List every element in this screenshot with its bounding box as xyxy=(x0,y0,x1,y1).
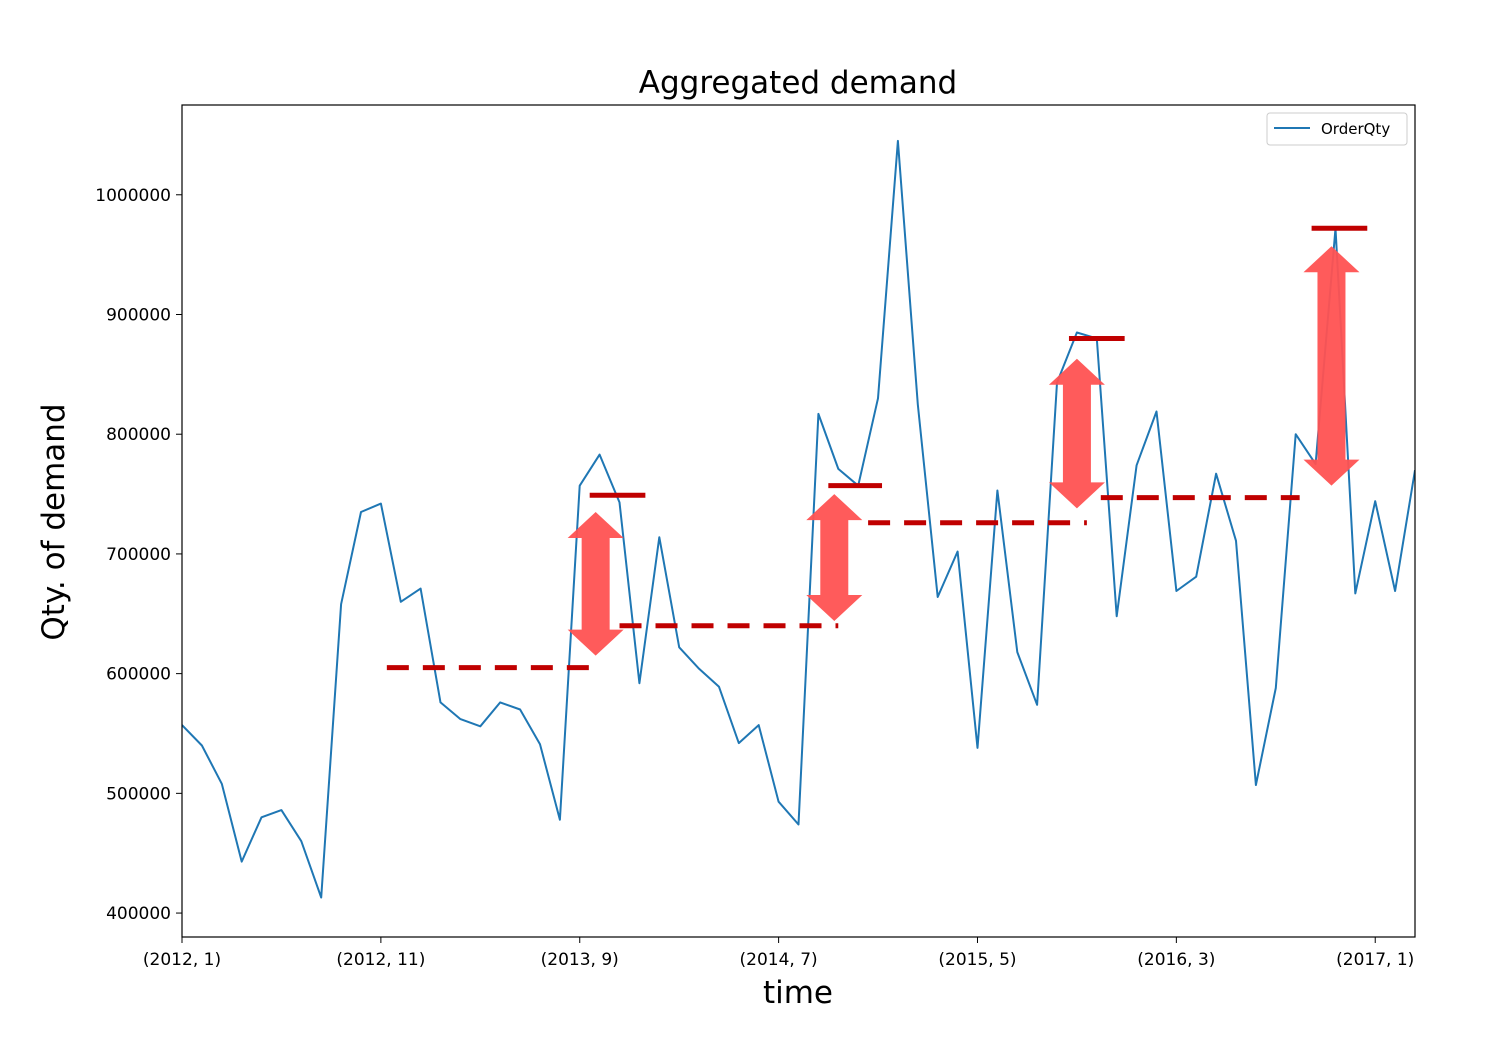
y-tick-label: 700000 xyxy=(106,545,171,565)
data-point xyxy=(1293,432,1298,437)
data-point xyxy=(836,466,841,471)
x-axis: (2012, 1) (2012, 11) (2013, 9) (2014, 7) (20… xyxy=(143,937,1414,970)
data-point xyxy=(955,549,960,554)
data-point xyxy=(1074,330,1079,335)
data-point xyxy=(617,500,622,505)
data-point xyxy=(438,700,443,705)
chart-title: Aggregated demand xyxy=(639,65,957,101)
data-point xyxy=(199,743,204,748)
data-point xyxy=(319,895,324,900)
data-point xyxy=(756,723,761,728)
x-tick-label: (2012, 11) xyxy=(336,950,425,970)
data-point xyxy=(557,817,562,822)
x-tick-label: (2017, 1) xyxy=(1336,950,1414,970)
data-point xyxy=(657,535,662,540)
data-point xyxy=(518,707,523,712)
y-tick-label: 800000 xyxy=(106,425,171,445)
series-line-orderqty xyxy=(182,139,1415,899)
data-point xyxy=(339,602,344,607)
data-point xyxy=(458,717,463,722)
data-point xyxy=(299,839,304,844)
x-axis-label: time xyxy=(763,975,833,1011)
data-point xyxy=(577,483,582,488)
x-tick-label: (2012, 1) xyxy=(143,950,221,970)
data-point xyxy=(915,402,920,407)
data-point xyxy=(378,501,383,506)
double-arrow xyxy=(1048,358,1105,509)
plot-frame xyxy=(181,104,1416,938)
annotation-layer xyxy=(386,225,1368,671)
data-point xyxy=(1194,574,1199,579)
legend-label-orderqty: OrderQty xyxy=(1321,120,1390,138)
data-point xyxy=(796,822,801,827)
data-point xyxy=(1214,471,1219,476)
data-point xyxy=(537,742,542,747)
data-point xyxy=(716,684,721,689)
data-point xyxy=(975,745,980,750)
data-point xyxy=(1253,782,1258,787)
double-arrow xyxy=(567,512,624,656)
y-tick-label: 600000 xyxy=(106,665,171,685)
data-point xyxy=(677,645,682,650)
data-point xyxy=(418,586,423,591)
plot-area xyxy=(182,138,1415,900)
y-tick-label: 900000 xyxy=(106,305,171,325)
legend-box xyxy=(1266,112,1408,146)
data-point xyxy=(239,859,244,864)
data-point xyxy=(876,396,881,401)
y-axis: 400000 500000 600000 700000 800000 900000 1000… xyxy=(95,186,182,924)
data-point xyxy=(358,510,363,515)
data-point xyxy=(1174,589,1179,594)
double-arrow xyxy=(806,494,863,621)
data-point xyxy=(1134,463,1139,468)
data-point xyxy=(895,138,900,143)
data-point xyxy=(1154,409,1159,414)
data-point xyxy=(498,700,503,705)
data-point xyxy=(995,488,1000,493)
data-point xyxy=(697,666,702,671)
data-point xyxy=(1393,589,1398,594)
data-point xyxy=(1353,591,1358,596)
data-point xyxy=(1273,685,1278,690)
data-point xyxy=(279,808,284,813)
y-tick-label: 1000000 xyxy=(95,186,171,206)
data-point xyxy=(736,741,741,746)
x-tick-label: (2014, 7) xyxy=(740,950,818,970)
data-point xyxy=(398,599,403,604)
x-tick-label: (2015, 5) xyxy=(938,950,1016,970)
data-point xyxy=(478,724,483,729)
data-point xyxy=(816,411,821,416)
data-point xyxy=(259,815,264,820)
legend: OrderQty xyxy=(1266,112,1408,146)
data-point xyxy=(776,799,781,804)
data-point xyxy=(1114,614,1119,619)
data-point xyxy=(1015,650,1020,655)
data-point xyxy=(1373,499,1378,504)
double-arrow xyxy=(1303,246,1360,486)
data-point xyxy=(597,452,602,457)
y-tick-label: 400000 xyxy=(106,904,171,924)
data-point xyxy=(219,781,224,786)
data-point xyxy=(637,681,642,686)
x-tick-label: (2016, 3) xyxy=(1137,950,1215,970)
y-tick-label: 500000 xyxy=(106,784,171,804)
data-point xyxy=(1035,702,1040,707)
data-point xyxy=(1234,538,1239,543)
x-tick-label: (2013, 9) xyxy=(541,950,619,970)
data-point xyxy=(935,595,940,600)
y-axis-label: Qty. of demand xyxy=(36,403,72,640)
